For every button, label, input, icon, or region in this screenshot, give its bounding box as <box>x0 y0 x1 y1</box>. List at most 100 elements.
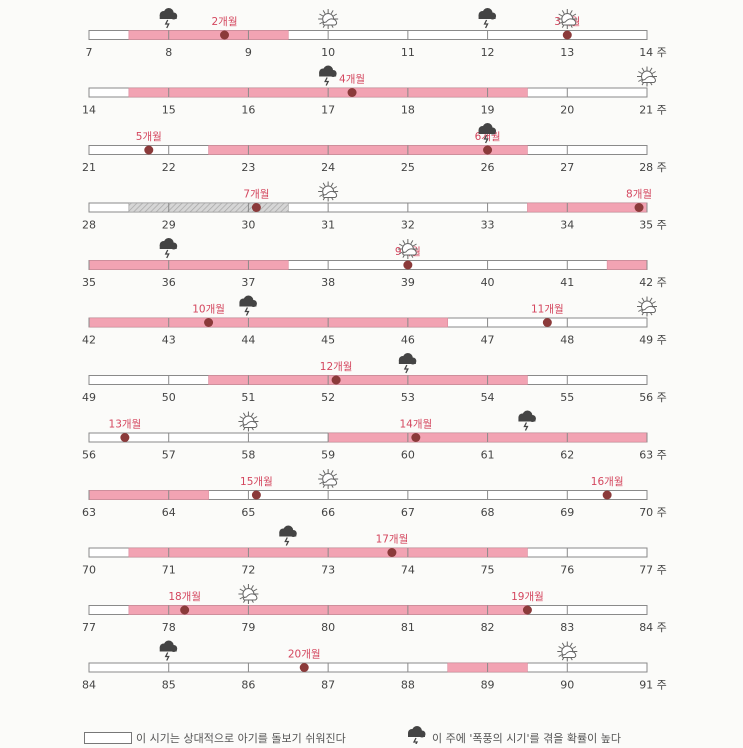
week-tick-label: 89 <box>481 679 495 692</box>
month-marker-dot <box>483 145 493 155</box>
sun-icon <box>637 66 657 87</box>
week-tick-label: 67 <box>401 506 415 519</box>
timeline-row: 77 78 79 80 81 82 83 84 주 18개월 19개월 <box>82 584 667 634</box>
sun-icon <box>557 9 578 29</box>
storm-cloud-icon <box>279 525 297 546</box>
legend-white-box <box>84 732 132 744</box>
week-tick-label: 82 <box>481 621 495 634</box>
week-tick-label: 10 <box>321 46 335 59</box>
difficult-period-segment <box>208 375 528 385</box>
month-marker-label: 7개월 <box>243 189 269 201</box>
month-marker-label: 5개월 <box>136 131 162 143</box>
week-tick-label: 35 주 <box>639 219 667 232</box>
month-marker-label: 18개월 <box>168 591 201 603</box>
week-tick-label: 37 <box>241 276 255 289</box>
week-tick-label: 23 <box>241 161 255 174</box>
week-tick-label: 58 <box>241 449 255 462</box>
week-tick-label: 19 <box>481 104 495 117</box>
week-tick-label: 59 <box>321 449 335 462</box>
difficult-period-segment <box>88 260 289 270</box>
sun-icon <box>318 469 339 489</box>
week-tick-label: 14 주 <box>639 46 667 59</box>
week-tick-label: 76 <box>560 564 574 577</box>
difficult-period-segment <box>527 202 648 213</box>
storm-cloud-icon <box>518 410 536 431</box>
week-tick-label: 86 <box>241 679 255 692</box>
timeline-row: 42 43 44 45 46 47 48 49 주 10개월 11개월 <box>82 295 667 347</box>
week-tick-label: 55 <box>560 391 574 404</box>
week-tick-label: 45 <box>321 334 335 347</box>
week-tick-label: 21 주 <box>639 104 667 117</box>
week-tick-label: 63 주 <box>639 449 667 462</box>
week-tick-label: 84 <box>82 679 96 692</box>
week-tick-label: 69 <box>560 506 574 519</box>
legend-text-easy-period: 이 시기는 상대적으로 아기를 돌보기 쉬워진다 <box>136 732 346 745</box>
week-tick-label: 46 <box>401 334 415 347</box>
week-tick-label: 79 <box>241 621 255 634</box>
week-tick-label: 52 <box>321 391 335 404</box>
week-tick-label: 49 <box>82 391 96 404</box>
difficult-period-segment <box>128 30 289 40</box>
week-tick-label: 61 <box>481 449 495 462</box>
timeline-row: 84 85 86 87 88 89 90 91 주 20개월 <box>82 640 667 692</box>
sun-icon <box>637 296 657 317</box>
week-tick-label: 49 주 <box>639 334 667 347</box>
week-tick-label: 14 <box>82 104 96 117</box>
week-tick-label: 28 주 <box>639 161 667 174</box>
timeline-row: 28 29 30 31 32 33 34 35 주 7개월 8개월 <box>82 181 667 232</box>
storm-cloud-icon <box>408 726 426 744</box>
month-marker-dot <box>347 88 357 97</box>
week-tick-label: 18 <box>401 104 415 117</box>
week-tick-label: 47 <box>481 334 495 347</box>
week-tick-label: 56 <box>82 449 96 462</box>
month-marker-dot <box>403 260 413 270</box>
week-tick-label: 44 <box>241 334 255 347</box>
week-tick-label: 20 <box>560 104 574 117</box>
month-marker-dot <box>542 318 552 327</box>
week-tick-label: 31 <box>321 219 335 232</box>
sun-icon <box>397 239 418 259</box>
week-tick-label: 81 <box>401 621 415 634</box>
week-tick-label: 24 <box>321 161 335 174</box>
week-tick-label: 80 <box>321 621 335 634</box>
week-tick-label: 11 <box>401 46 415 59</box>
sun-icon <box>318 181 339 202</box>
week-tick-label: 91 주 <box>639 679 667 692</box>
month-marker-dot <box>331 375 341 385</box>
week-tick-label: 7 <box>86 46 93 59</box>
legend-text-storm-week: 이 주에 '폭풍의 시기'를 겪을 확률이 높다 <box>432 732 621 745</box>
month-marker-label: 8개월 <box>626 189 652 201</box>
week-tick-label: 63 <box>82 506 96 519</box>
sun-icon <box>238 411 259 432</box>
storm-cloud-icon <box>159 640 178 661</box>
month-marker-dot <box>411 433 421 442</box>
storm-cloud-icon <box>159 238 178 259</box>
month-marker-label: 16개월 <box>591 476 624 488</box>
week-tick-label: 42 <box>82 334 96 347</box>
month-marker-dot <box>204 318 214 327</box>
week-tick-label: 51 <box>241 391 255 404</box>
timeline-row: 70 71 72 73 74 75 76 77 주 17개월 <box>82 525 667 577</box>
week-tick-label: 70 <box>82 564 96 577</box>
hatched-period-segment <box>128 202 289 213</box>
month-marker-label: 13개월 <box>109 419 142 431</box>
week-tick-label: 36 <box>162 276 176 289</box>
week-tick-label: 17 <box>321 104 335 117</box>
week-tick-label: 42 주 <box>639 276 667 289</box>
week-tick-label: 75 <box>481 564 495 577</box>
month-marker-label: 4개월 <box>339 74 365 86</box>
storm-cloud-icon <box>159 8 178 29</box>
week-tick-label: 56 주 <box>639 391 667 404</box>
timeline-row: 63 64 65 66 67 68 69 70 주 15개월 16개월 <box>82 469 667 519</box>
week-tick-label: 90 <box>560 679 574 692</box>
week-tick-label: 34 <box>560 219 574 232</box>
week-tick-label: 40 <box>481 276 495 289</box>
month-marker-dot <box>180 605 190 615</box>
week-tick-label: 77 주 <box>639 564 667 577</box>
week-tick-label: 73 <box>321 564 335 577</box>
week-tick-label: 77 <box>82 621 96 634</box>
week-tick-label: 50 <box>162 391 176 404</box>
sun-icon <box>238 584 259 604</box>
week-tick-label: 87 <box>321 679 335 692</box>
